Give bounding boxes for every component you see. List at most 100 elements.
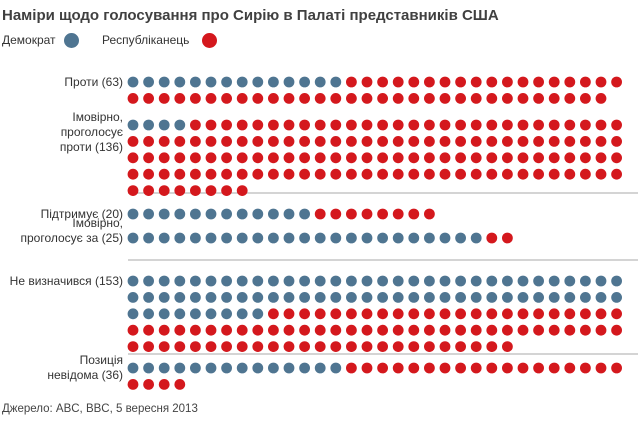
dot-republican (439, 362, 451, 374)
dot-republican (517, 324, 529, 336)
dot-democrat (174, 119, 186, 131)
dot-democrat (330, 232, 342, 244)
dot-democrat (314, 275, 326, 287)
dot-republican (190, 185, 201, 197)
dot-republican (533, 168, 544, 180)
dot-democrat (361, 232, 373, 244)
dot-republican (314, 308, 326, 320)
dot-republican (517, 76, 529, 88)
dot-republican (392, 324, 404, 336)
dot-democrat (252, 232, 264, 244)
dot-republican (314, 119, 326, 131)
dot-republican (392, 136, 404, 147)
dot-republican (190, 136, 201, 147)
dot-republican (299, 341, 310, 352)
dot-democrat (502, 292, 513, 303)
dot-republican (299, 308, 310, 320)
dot-republican (190, 168, 201, 180)
dot-democrat (236, 275, 248, 287)
dot-republican (502, 362, 513, 374)
dot-republican (330, 324, 342, 336)
dot-republican (314, 168, 326, 180)
group-label: Проти (63) (64, 75, 123, 89)
dot-republican (314, 208, 326, 220)
dot-republican (595, 168, 607, 180)
dot-republican (221, 185, 233, 197)
dot-republican (533, 119, 544, 131)
dot-republican (455, 152, 466, 164)
dot-republican (346, 362, 357, 374)
dot-republican (595, 362, 607, 374)
dot-democrat (268, 292, 279, 303)
dot-republican (595, 93, 607, 104)
dot-democrat (205, 292, 217, 303)
dot-republican (502, 93, 513, 104)
dot-republican (314, 324, 326, 336)
dot-republican (470, 93, 482, 104)
dot-republican (392, 208, 404, 220)
dot-republican (502, 341, 513, 352)
dot-republican (502, 76, 513, 88)
dot-democrat (190, 275, 201, 287)
dot-democrat (548, 275, 560, 287)
dot-democrat (205, 208, 217, 220)
dot-democrat (236, 232, 248, 244)
dot-republican (470, 119, 482, 131)
dot-republican (502, 324, 513, 336)
dot-democrat (548, 292, 560, 303)
dot-democrat (439, 232, 451, 244)
dot-republican (408, 308, 420, 320)
dot-democrat (236, 362, 248, 374)
dot-republican (392, 152, 404, 164)
dot-democrat (455, 232, 466, 244)
dot-republican (439, 119, 451, 131)
dot-republican (314, 136, 326, 147)
dot-democrat (330, 76, 342, 88)
dot-republican (486, 232, 498, 244)
dot-democrat (127, 119, 139, 131)
dot-democrat (283, 275, 295, 287)
dot-republican (533, 362, 544, 374)
dot-democrat (143, 232, 155, 244)
dot-republican (127, 379, 139, 390)
dot-republican (268, 341, 279, 352)
dot-republican (408, 152, 420, 164)
dot-democrat (174, 208, 186, 220)
dot-democrat (408, 292, 420, 303)
dot-republican (361, 119, 373, 131)
dot-democrat (174, 76, 186, 88)
dot-democrat (127, 232, 139, 244)
dot-republican (205, 93, 217, 104)
dot-republican (548, 93, 560, 104)
dot-democrat (392, 232, 404, 244)
dot-democrat (205, 275, 217, 287)
dot-republican (455, 308, 466, 320)
dot-democrat (595, 292, 607, 303)
dot-democrat (314, 232, 326, 244)
dot-democrat (299, 362, 310, 374)
dot-democrat (236, 292, 248, 303)
dot-democrat (143, 208, 155, 220)
dot-democrat (424, 292, 435, 303)
dot-republican (564, 168, 576, 180)
dot-republican (517, 362, 529, 374)
dot-republican (236, 152, 248, 164)
dot-republican (392, 362, 404, 374)
dot-republican (190, 93, 201, 104)
dot-republican (158, 93, 170, 104)
dot-democrat (470, 275, 482, 287)
group-label: Підтримує (20) (41, 207, 123, 221)
dot-democrat (190, 292, 201, 303)
dot-republican (361, 324, 373, 336)
dot-republican (455, 168, 466, 180)
dot-democrat (158, 308, 170, 320)
dot-democrat (439, 292, 451, 303)
dot-democrat (268, 275, 279, 287)
dot-democrat (221, 76, 233, 88)
dot-republican (158, 168, 170, 180)
dot-republican (580, 76, 591, 88)
dot-republican (283, 341, 295, 352)
dot-republican (408, 362, 420, 374)
dot-democrat (127, 292, 139, 303)
dot-republican (268, 308, 279, 320)
